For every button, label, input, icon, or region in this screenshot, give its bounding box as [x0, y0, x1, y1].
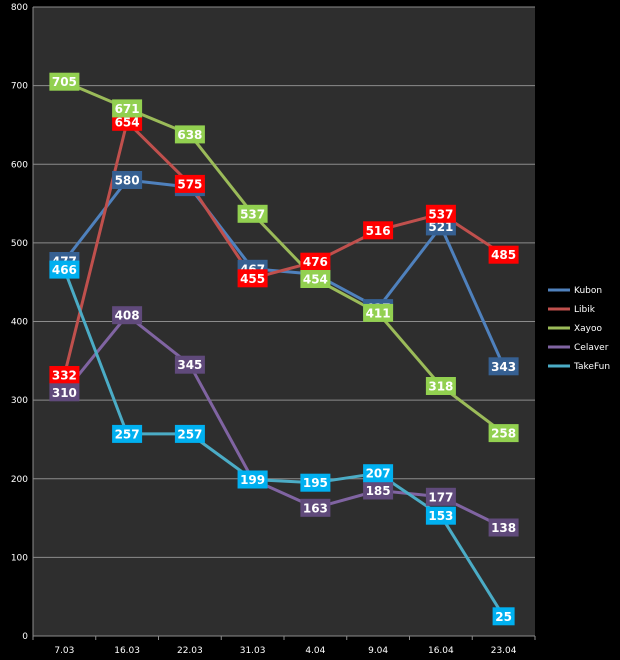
- data-label-box: [49, 260, 80, 279]
- data-label-takefun: 466: [52, 263, 77, 277]
- data-label-box: [488, 424, 519, 443]
- data-label-box: [488, 357, 519, 376]
- data-label-box: [174, 355, 205, 374]
- legend: Kubon Libik Xayoo Celaver TakeFun: [548, 286, 610, 372]
- y-tick-label: 200: [11, 475, 28, 485]
- x-tick-label: 31.03: [240, 646, 266, 656]
- data-label-takefun: 207: [366, 467, 391, 481]
- legend-label: Xayoo: [574, 324, 603, 334]
- data-label-celaver: 185: [366, 484, 391, 498]
- data-label-box: [237, 470, 268, 489]
- x-tick-label: 22.03: [177, 646, 203, 656]
- data-label-takefun: 153: [428, 509, 453, 523]
- data-label-box: [112, 99, 143, 118]
- data-label-takefun: 257: [177, 427, 202, 441]
- data-label-box: [488, 245, 519, 264]
- y-tick-label: 100: [11, 553, 28, 563]
- data-label-libik: 485: [491, 248, 516, 262]
- data-label-box: [300, 270, 331, 288]
- data-label-box: [112, 424, 143, 443]
- x-tick-label: 7.03: [54, 646, 74, 656]
- y-tick-label: 600: [11, 160, 28, 170]
- data-label-box: [363, 464, 394, 483]
- data-label-box: [363, 303, 394, 322]
- x-tick-label: 9.04: [368, 646, 388, 656]
- data-label-takefun: 25: [495, 610, 512, 624]
- data-label-box: [425, 204, 456, 223]
- data-label-box: [112, 306, 143, 325]
- x-tick-label: 16.04: [428, 646, 454, 656]
- data-label-libik: 575: [177, 177, 202, 191]
- data-label-box: [174, 125, 205, 144]
- data-label-box: [49, 383, 80, 402]
- data-label-libik: 332: [52, 369, 77, 383]
- data-label-xayoo: 411: [366, 306, 391, 320]
- data-label-box: [492, 607, 515, 626]
- data-label-xayoo: 454: [303, 273, 328, 287]
- y-tick-label: 300: [11, 396, 28, 406]
- data-label-box: [363, 481, 394, 500]
- data-label-celaver: 177: [428, 490, 453, 504]
- data-label-xayoo: 537: [240, 207, 265, 221]
- data-label-libik: 476: [303, 255, 328, 269]
- data-label-box: [363, 221, 394, 240]
- data-label-box: [237, 269, 268, 288]
- data-label-celaver: 310: [52, 386, 77, 400]
- y-tick-label: 0: [22, 632, 28, 642]
- y-tick-label: 700: [11, 82, 28, 92]
- data-label-box: [49, 72, 80, 91]
- data-label-celaver: 345: [177, 358, 202, 372]
- data-label-box: [49, 366, 80, 384]
- data-label-xayoo: 705: [52, 75, 77, 89]
- data-label-xayoo: 258: [491, 427, 516, 441]
- data-label-xayoo: 671: [115, 102, 140, 116]
- data-label-box: [174, 424, 205, 443]
- data-label-box: [174, 174, 205, 193]
- data-label-takefun: 199: [240, 473, 265, 487]
- data-label-libik: 537: [428, 207, 453, 221]
- legend-label: TakeFun: [573, 362, 610, 372]
- data-label-celaver: 408: [115, 309, 140, 323]
- data-label-box: [237, 204, 268, 223]
- data-label-libik: 516: [366, 224, 391, 238]
- y-tick-label: 800: [11, 3, 28, 13]
- x-tick-label: 16.03: [114, 646, 140, 656]
- x-tick-label: 23.04: [491, 646, 517, 656]
- axes: 0 100 200 300 400 500 600 700 800 7.03 16.03 22.03 3…: [11, 3, 536, 656]
- data-label-xayoo: 318: [428, 380, 453, 394]
- legend-label: Celaver: [574, 343, 609, 353]
- data-label-box: [425, 506, 456, 525]
- data-label-kubon: 521: [428, 220, 453, 234]
- data-label-libik: 654: [115, 115, 140, 129]
- data-label-takefun: 195: [303, 476, 328, 490]
- data-label-xayoo: 638: [177, 128, 202, 142]
- data-label-libik: 455: [240, 272, 265, 286]
- y-tick-label: 500: [11, 239, 28, 249]
- data-label-box: [300, 252, 331, 271]
- data-label-box: [300, 473, 331, 492]
- data-label-kubon: 580: [115, 174, 140, 188]
- data-label-celaver: 163: [303, 501, 328, 515]
- data-label-box: [488, 518, 519, 537]
- y-tick-label: 400: [11, 318, 28, 328]
- legend-label: Kubon: [574, 286, 602, 296]
- data-label-celaver: 138: [491, 521, 516, 535]
- data-labels: 4775805714674604175213433326545754554765…: [49, 72, 519, 626]
- data-label-box: [112, 171, 143, 189]
- data-label-box: [300, 498, 331, 517]
- x-tick-label: 4.04: [305, 646, 325, 656]
- legend-label: Libik: [574, 305, 596, 315]
- data-label-box: [425, 377, 456, 395]
- data-label-takefun: 257: [115, 427, 140, 441]
- data-label-box: [425, 487, 456, 506]
- data-label-kubon: 343: [491, 360, 516, 374]
